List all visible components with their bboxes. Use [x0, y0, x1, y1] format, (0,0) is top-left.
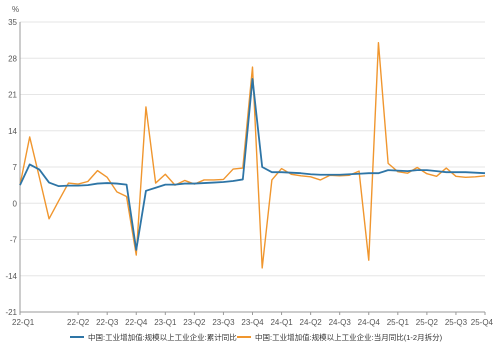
series-line-1 — [19, 78, 486, 251]
y-tick-label: 0 — [13, 199, 18, 208]
y-tick-label: -14 — [5, 272, 17, 281]
y-tick-label: 21 — [8, 91, 17, 100]
series-line-2 — [19, 42, 486, 269]
x-tick-label: 23-Q3 — [212, 318, 235, 327]
y-tick-label: 28 — [8, 54, 17, 63]
y-tick-label: -21 — [5, 308, 17, 317]
y-axis-unit: % — [12, 5, 19, 14]
y-tick-label: 7 — [13, 163, 18, 172]
x-tick-label: 25-Q4 — [471, 318, 494, 327]
x-tick-label: 22-Q4 — [125, 318, 148, 327]
x-tick-label: 24-Q4 — [358, 318, 381, 327]
x-tick-label: 23-Q1 — [154, 318, 177, 327]
gridlines — [20, 21, 485, 313]
x-tick-label: 24-Q3 — [329, 318, 352, 327]
x-tick-label: 22-Q1 — [12, 318, 35, 327]
x-tick-label: 23-Q4 — [241, 318, 264, 327]
x-tick-label: 25-Q3 — [445, 318, 468, 327]
x-tick-label: 23-Q2 — [183, 318, 206, 327]
series-lines — [19, 42, 486, 269]
x-tick-label: 24-Q1 — [270, 318, 293, 327]
x-tick-label: 22-Q3 — [96, 318, 119, 327]
y-tick-label: 35 — [8, 18, 17, 27]
x-tick-label: 22-Q2 — [67, 318, 90, 327]
y-tick-label: 14 — [8, 127, 17, 136]
legend-label-2: 中国:工业增加值:规模以上工业企业:当月同比(1-2月拆分) — [255, 332, 443, 342]
y-tick-label: -7 — [10, 236, 18, 245]
x-tick-label: 25-Q1 — [387, 318, 410, 327]
legend-label-1: 中国:工业增加值:规模以上工业企业:累计同比 — [88, 332, 237, 342]
x-tick-label: 24-Q2 — [300, 318, 323, 327]
legend: 中国:工业增加值:规模以上工业企业:累计同比 中国:工业增加值:规模以上工业企业:… — [70, 332, 443, 342]
x-tick-label: 25-Q2 — [416, 318, 439, 327]
